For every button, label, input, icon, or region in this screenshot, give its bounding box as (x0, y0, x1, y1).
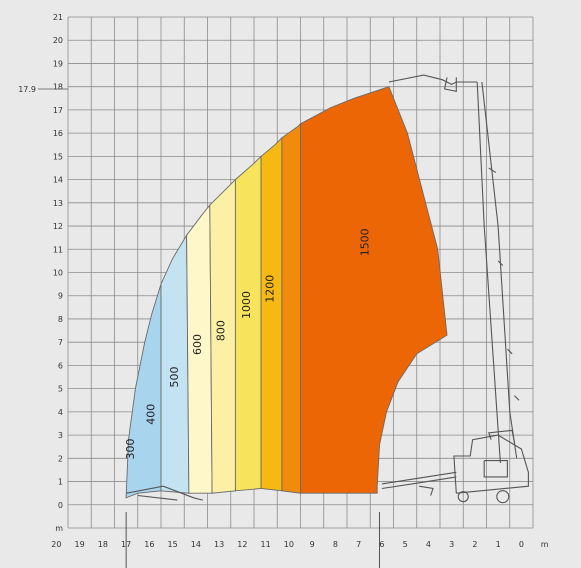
x-tick-label: 1 (496, 540, 501, 549)
y-tick-label: 4 (58, 408, 63, 417)
y-tick-label: 2 (58, 454, 63, 463)
x-tick-label: 12 (237, 540, 247, 549)
load-zones (125, 86, 448, 499)
front-boom-left (381, 471, 457, 485)
y-tick-label: 0 (58, 501, 63, 510)
y-tick-label: 8 (58, 315, 63, 324)
x-tick-label: 18 (98, 540, 108, 549)
x-tick-label: 9 (310, 540, 315, 549)
y-tick-label: 14 (53, 176, 63, 185)
y-tick-label: 17 (53, 106, 63, 115)
x-tick-label: 15 (168, 540, 178, 549)
cab-window (483, 460, 508, 478)
x-tick-label: 10 (284, 540, 294, 549)
y-tick-label: 5 (58, 385, 63, 394)
load-zone-1200 (281, 122, 301, 494)
boom-mark-3 (507, 348, 513, 355)
boom-tip (388, 74, 478, 86)
y-tick-label: 1 (58, 478, 63, 487)
y-marker-label: 17.9 (18, 85, 36, 94)
front-wheel (457, 491, 469, 503)
load-zone-600 (209, 178, 236, 494)
load-zone-800 (234, 155, 262, 492)
x-axis-ticks: 20 19 18 17 16 15 14 13 12 11 10 9 8 7 6 5 4 3 2 1 0 m (51, 512, 549, 568)
y-tick-label: 18 (53, 83, 63, 92)
y-tick-label: 3 (58, 431, 63, 440)
x-tick-label: 16 (144, 540, 154, 549)
boom-mark-4 (514, 395, 520, 401)
x-tick-label: 14 (191, 540, 201, 549)
y-tick-label: 6 (58, 361, 63, 370)
y-tick-label: 15 (53, 152, 63, 161)
zone-label-600: 600 (191, 334, 204, 355)
zone-labels: 300 400 500 600 800 1000 1200 1500 (124, 228, 372, 459)
load-zone-1000 (260, 136, 283, 492)
y-tick-label: 13 (53, 199, 63, 208)
y-tick-label: 20 (53, 36, 63, 45)
y-tick-label: 10 (53, 269, 63, 278)
x-tick-label: 7 (356, 540, 361, 549)
x-tick-label: 13 (214, 540, 224, 549)
cab-roof (488, 429, 515, 443)
zone-label-1000: 1000 (240, 291, 253, 319)
y-tick-label: 11 (53, 245, 63, 254)
zone-label-1200: 1200 (263, 275, 276, 303)
x-tick-label: 5 (403, 540, 408, 549)
boom-left-edge (476, 81, 501, 464)
x-axis-unit: m (541, 540, 549, 549)
telehandler-outline (125, 74, 529, 504)
zone-label-500: 500 (168, 367, 181, 388)
x-tick-label: 0 (519, 540, 524, 549)
x-tick-label: 4 (426, 540, 431, 549)
x-tick-label: 19 (75, 540, 85, 549)
y-tick-label: 16 (53, 129, 63, 138)
x-tick-label: 6 (379, 540, 384, 549)
y-tick-label: 7 (58, 338, 63, 347)
rear-wheel (496, 490, 510, 504)
x-tick-label: 11 (261, 540, 271, 549)
front-attachment (419, 485, 434, 496)
zone-label-300: 300 (124, 439, 137, 460)
y-axis-unit: m (55, 524, 63, 533)
y-tick-label: 19 (53, 59, 63, 68)
fork-carriage-top (443, 77, 457, 92)
x-tick-label: 20 (51, 540, 61, 549)
y-tick-label: 9 (58, 292, 63, 301)
front-boom-right (381, 476, 457, 490)
boom-mark-2 (497, 260, 504, 266)
load-zone-300 (125, 283, 162, 499)
zone-label-400: 400 (145, 404, 158, 425)
zone-label-1500: 1500 (359, 228, 372, 256)
x-tick-label: 8 (333, 540, 338, 549)
load-zone-1500 (300, 86, 448, 494)
x-tick-label: 2 (472, 540, 477, 549)
load-zone-400 (160, 233, 190, 494)
y-tick-label: 21 (53, 13, 63, 22)
zone-label-800: 800 (214, 320, 227, 341)
y-tick-label: 12 (53, 222, 63, 231)
boom-mark-1 (488, 167, 497, 174)
rear-boom-base (137, 494, 178, 501)
load-zone-500 (186, 203, 213, 494)
chassis (453, 434, 529, 494)
x-tick-label: 3 (449, 540, 454, 549)
rear-boom (125, 485, 204, 501)
